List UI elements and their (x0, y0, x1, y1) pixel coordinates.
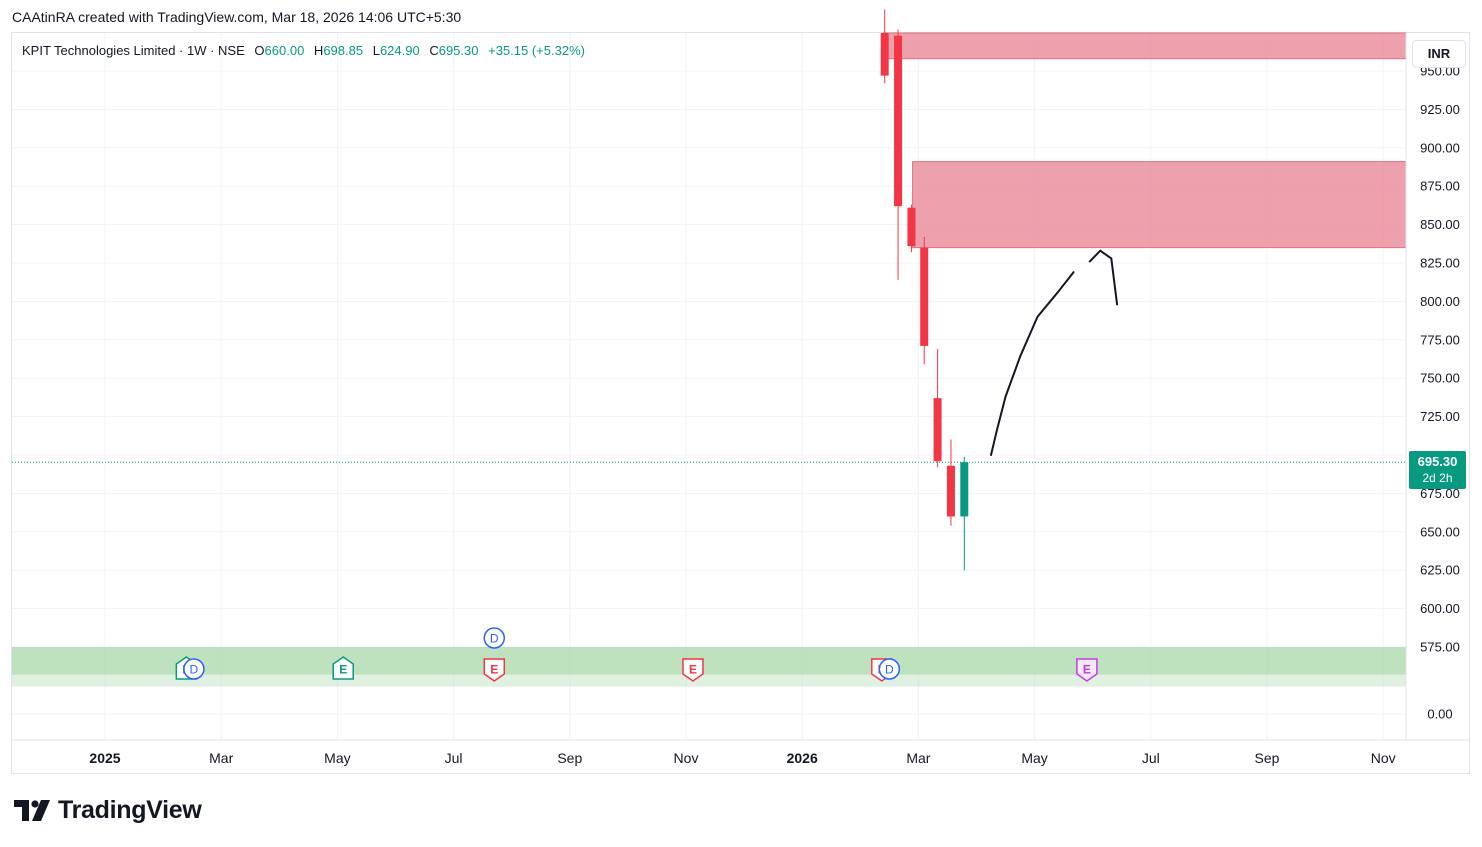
candle-body (933, 398, 942, 462)
tradingview-logo[interactable]: TradingView (14, 796, 202, 825)
earnings-label: E (490, 663, 498, 677)
price-tick-label: 675.00 (1420, 486, 1460, 501)
price-tick-label: 625.00 (1420, 563, 1460, 578)
dividend-badge (483, 627, 506, 649)
candle[interactable] (960, 456, 969, 571)
candles (880, 9, 969, 571)
time-tick-label: Jul (1142, 750, 1160, 766)
earnings-badge (1076, 658, 1098, 682)
earnings-badge (483, 658, 506, 682)
candle[interactable] (880, 9, 889, 84)
high-value: 698.85 (323, 43, 364, 58)
earnings-badge (332, 656, 354, 680)
supply-zone (912, 161, 1407, 249)
time-tick-label: Sep (1255, 750, 1280, 766)
price-tick-label: 725.00 (1420, 409, 1460, 424)
dividend-marker[interactable]: D (878, 658, 901, 680)
brush-stroke[interactable] (990, 271, 1075, 456)
high-label: H (313, 43, 324, 58)
candle-body (907, 207, 916, 247)
earnings-badge (682, 658, 704, 682)
earnings-label: E (1083, 663, 1091, 677)
candle[interactable] (920, 236, 929, 365)
price-tick-label: 925.00 (1420, 102, 1460, 117)
open-label: O (254, 43, 265, 58)
earnings-label: E (339, 663, 347, 677)
time-tick-label: Jul (445, 750, 463, 766)
symbol-legend: KPIT Technologies Limited · 1W · NSE O66… (22, 43, 585, 58)
price-tick-label: 0.00 (1427, 707, 1452, 722)
price-tick-label: 850.00 (1420, 217, 1460, 232)
candle-body (894, 35, 903, 207)
candle[interactable] (894, 29, 903, 280)
candle-body (880, 33, 889, 76)
price-tick-label: 875.00 (1420, 179, 1460, 194)
chart-frame (11, 32, 1470, 774)
earnings-label: E (689, 663, 697, 677)
dividend-label: D (885, 663, 894, 677)
brush-stroke[interactable] (1088, 249, 1119, 306)
dividend-label: D (190, 663, 199, 677)
last-price-value: 695.30 (1417, 454, 1458, 469)
time-tick-label: Mar (906, 750, 930, 766)
price-tick-label: 775.00 (1420, 332, 1460, 347)
time-tick-label: 2026 (787, 750, 818, 766)
low-value: 624.90 (379, 43, 420, 58)
time-tick-label: May (1021, 750, 1047, 766)
price-tick-label: 900.00 (1420, 140, 1460, 155)
time-tick-label: Mar (209, 750, 233, 766)
event-markers: EDEDEEEDE (175, 627, 1098, 682)
close-value: 695.30 (438, 43, 479, 58)
candle-body (960, 462, 969, 517)
dividend-marker[interactable]: D (483, 627, 506, 649)
time-tick-label: May (324, 750, 350, 766)
demand-zone (12, 647, 1406, 675)
symbol-name[interactable]: KPIT Technologies Limited · 1W · NSE (22, 43, 245, 58)
bar-countdown: 2d 2h (1422, 471, 1453, 485)
time-axis: 2025 Mar May Jul Sep Nov 2026 Mar May Jul Sep Nov (89, 750, 1395, 766)
low-label: L (372, 43, 380, 58)
price-tick-label: 600.00 (1420, 601, 1460, 616)
candle-body (920, 247, 929, 346)
dividend-marker[interactable]: D (183, 658, 205, 680)
price-tick-label: 650.00 (1420, 524, 1460, 539)
price-tick-label: 750.00 (1420, 371, 1460, 386)
price-tick-label: 800.00 (1420, 294, 1460, 309)
candle[interactable] (907, 204, 916, 253)
dividend-badge (878, 658, 901, 680)
price-axis: 0.00 575.00 600.00 625.00 650.00 675.00 725.00… (1420, 64, 1460, 722)
dividend-badge (183, 658, 205, 680)
demand-zone-extension (12, 674, 1406, 687)
earnings-marker[interactable]: E (332, 656, 354, 680)
trend-drawing (990, 249, 1119, 456)
earnings-marker[interactable]: E (483, 658, 506, 682)
grid-lines (12, 33, 1406, 740)
time-tick-label: Nov (674, 750, 699, 766)
time-tick-label: Nov (1371, 750, 1396, 766)
chart-attribution: CAAtinRA created with TradingView.com, M… (12, 9, 462, 25)
candle-body (946, 465, 955, 517)
close-label: C (429, 43, 439, 58)
candle[interactable] (933, 349, 942, 468)
price-tick-label: 575.00 (1420, 640, 1460, 655)
price-tick-label: 825.00 (1420, 256, 1460, 271)
change-value: +35.15 (+5.32%) (488, 43, 585, 58)
supply-zone (883, 32, 1407, 60)
time-tick-label: 2025 (89, 750, 120, 766)
last-price-tag: 695.30 2d 2h (1409, 451, 1466, 489)
earnings-marker[interactable]: E (1076, 658, 1098, 682)
tradingview-wordmark: TradingView (58, 796, 202, 824)
tradingview-logo-icon (14, 799, 50, 821)
currency-button[interactable]: INR (1412, 40, 1466, 68)
price-zones (12, 32, 1407, 687)
open-value: 660.00 (264, 43, 305, 58)
dividend-label: D (490, 632, 499, 646)
earnings-marker[interactable]: E (682, 658, 704, 682)
time-tick-label: Sep (557, 750, 582, 766)
candle[interactable] (946, 439, 955, 526)
